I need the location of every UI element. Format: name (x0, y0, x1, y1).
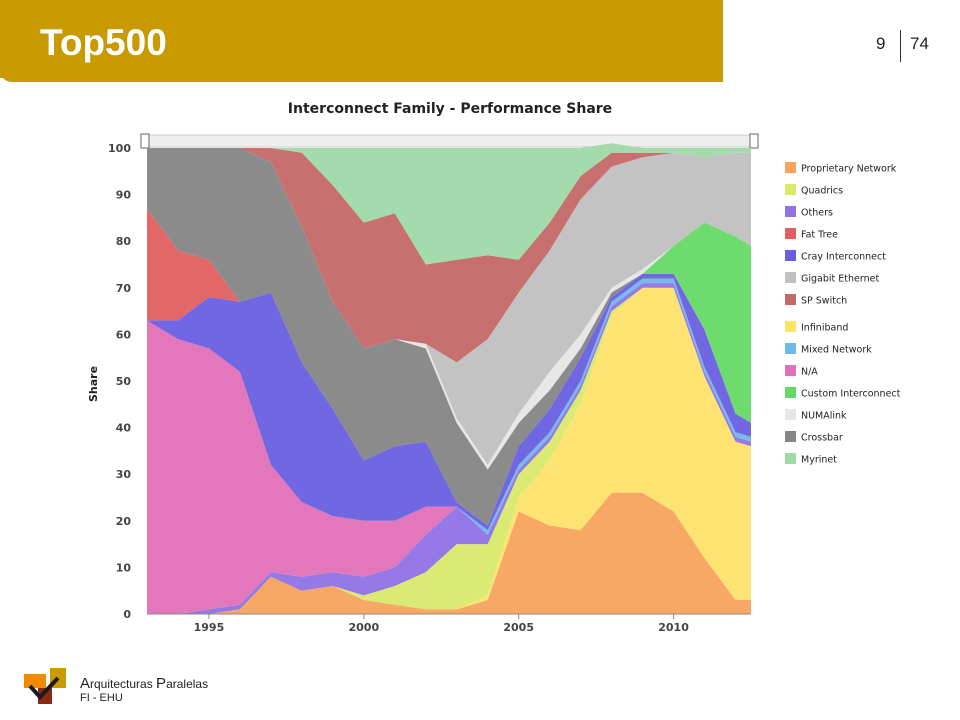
legend-item[interactable]: Custom Interconnect (785, 387, 901, 400)
y-tick-label: 30 (116, 468, 132, 481)
y-tick-label: 90 (116, 189, 132, 202)
page-separator (900, 30, 901, 62)
legend-swatch (785, 272, 796, 283)
legend-swatch (785, 387, 796, 398)
logo-icon (24, 668, 66, 704)
legend-swatch (785, 250, 796, 261)
y-tick-label: 60 (116, 328, 132, 341)
y-tick-label: 0 (123, 608, 131, 621)
legend-item[interactable]: N/A (785, 365, 818, 378)
series-area-infiniband (147, 287, 751, 614)
legend-swatch (785, 431, 796, 442)
y-tick-label: 40 (116, 422, 132, 435)
legend-swatch (785, 162, 796, 173)
legend-label: Cray Interconnect (801, 252, 886, 263)
series-area-gigabit-ethernet (147, 148, 751, 465)
legend-label: Custom Interconnect (801, 389, 901, 400)
legend-swatch (785, 365, 796, 376)
legend-item[interactable]: Fat Tree (785, 228, 838, 241)
range-selector[interactable] (140, 133, 759, 149)
legend-item[interactable]: Proprietary Network (785, 162, 897, 175)
page-number: 9 (876, 34, 886, 53)
series-area-proprietary-network (147, 492, 751, 614)
x-tick-label: 2000 (349, 621, 380, 634)
y-tick-label: 10 (116, 561, 132, 574)
page-total: 74 (910, 34, 929, 53)
legend-label: Mixed Network (801, 345, 872, 356)
y-axis-label: Share (87, 366, 100, 402)
x-tick-label: 1995 (194, 621, 225, 634)
chart: Interconnect Family - Performance Share … (85, 90, 905, 635)
legend-swatch (785, 453, 796, 464)
series-area-others (147, 283, 751, 614)
legend: Proprietary Network Quadrics Others Fat Tre… (785, 162, 901, 466)
y-tick-label: 100 (108, 142, 131, 155)
legend-label: Infiniband (801, 323, 848, 334)
legend-swatch (785, 206, 796, 217)
legend-item[interactable]: Mixed Network (785, 343, 872, 356)
chart-title: Interconnect Family - Performance Share (288, 101, 612, 117)
range-handle-left[interactable] (140, 133, 150, 149)
legend-label: Others (801, 208, 833, 219)
legend-label: Proprietary Network (801, 164, 897, 175)
series-area-myrinet (147, 143, 751, 265)
series-areas (147, 143, 751, 614)
legend-item[interactable]: NUMAlink (785, 409, 847, 422)
legend-label: Crossbar (801, 433, 843, 444)
legend-item[interactable]: Myrinet (785, 453, 837, 466)
area-chart: Interconnect Family - Performance Share … (87, 101, 901, 634)
x-tick-label: 2005 (503, 621, 534, 634)
legend-swatch (785, 321, 796, 332)
legend-label: Myrinet (801, 455, 837, 466)
series-area-custom-interconnect (147, 208, 751, 526)
series-area-crossbar (147, 148, 751, 526)
legend-swatch (785, 409, 796, 420)
y-tick-label: 20 (116, 515, 132, 528)
footer-faculty: FI - EHU (80, 692, 123, 704)
legend-item[interactable]: SP Switch (785, 294, 847, 307)
footer-institution: Arquitecturas Paralelas (80, 675, 209, 692)
legend-label: Gigabit Ethernet (801, 274, 879, 285)
page-title: Top500 (40, 22, 167, 63)
legend-swatch (785, 294, 796, 305)
y-tick-label: 70 (116, 282, 132, 295)
legend-item[interactable]: Gigabit Ethernet (785, 272, 879, 285)
x-tick-label: 2010 (658, 621, 689, 634)
legend-label: SP Switch (801, 296, 847, 307)
legend-item[interactable]: Crossbar (785, 431, 843, 444)
legend-swatch (785, 343, 796, 354)
series-area-n-a (147, 278, 751, 614)
legend-label: N/A (801, 367, 818, 378)
series-area-sp-switch (147, 148, 751, 363)
legend-item[interactable]: Quadrics (785, 184, 843, 197)
legend-item[interactable]: Cray Interconnect (785, 250, 886, 263)
legend-item[interactable]: Others (785, 206, 833, 219)
legend-swatch (785, 228, 796, 239)
range-handle-right[interactable] (749, 133, 759, 149)
header-band (0, 0, 723, 82)
legend-label: Quadrics (801, 186, 843, 197)
series-area-cray-interconnect (147, 273, 751, 531)
legend-swatch (785, 184, 796, 195)
legend-label: Fat Tree (801, 230, 838, 241)
axes: 0 10 20 30 40 50 60 70 80 90 100 1995 2000 2005 2010 (108, 142, 751, 634)
legend-item[interactable]: Infiniband (785, 321, 848, 334)
legend-label: NUMAlink (801, 411, 847, 422)
range-selector-track[interactable] (142, 134, 757, 148)
y-tick-label: 50 (116, 375, 132, 388)
y-tick-label: 80 (116, 235, 132, 248)
